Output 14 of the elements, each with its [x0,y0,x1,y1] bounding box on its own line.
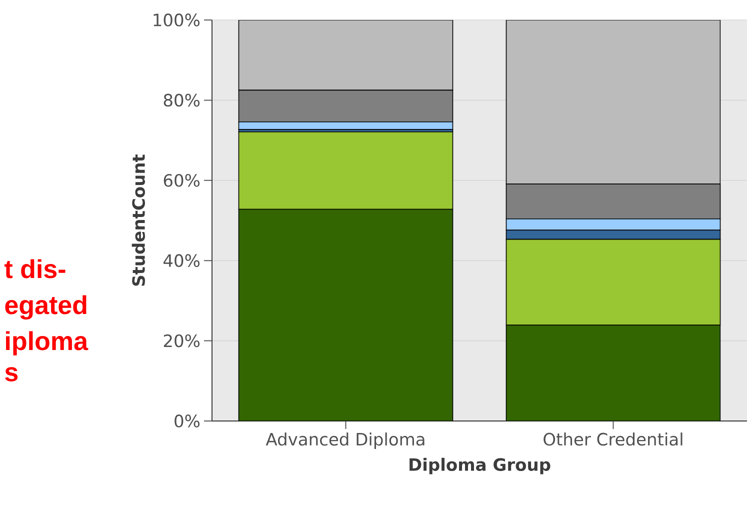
text: s [5,367,18,382]
y-axis-title: StudentCount [132,154,145,286]
text: t dis- [4,259,66,278]
x-tick-label: Other Credential [544,432,682,446]
x-tick-label: Advanced Diploma [266,432,424,449]
y-tick-label: 80% [164,94,200,107]
x-axis-title: Diploma Group [410,458,550,474]
text: egated [5,295,86,320]
y-tick-label: 60% [164,174,200,187]
text: iploma [6,331,88,356]
y-tick-label: 0% [174,414,200,428]
y-tick-label: 40% [164,254,200,268]
y-tick-label: 100% [154,14,200,26]
y-tick-label: 20% [164,334,200,348]
